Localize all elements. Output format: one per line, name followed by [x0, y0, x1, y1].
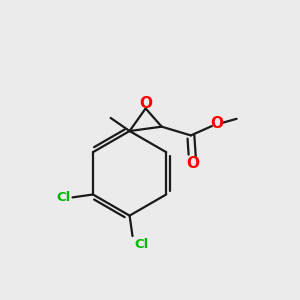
Text: Cl: Cl — [134, 238, 148, 250]
Text: O: O — [211, 116, 224, 131]
Text: O: O — [186, 156, 199, 171]
Text: O: O — [139, 96, 152, 111]
Text: Cl: Cl — [57, 191, 71, 204]
